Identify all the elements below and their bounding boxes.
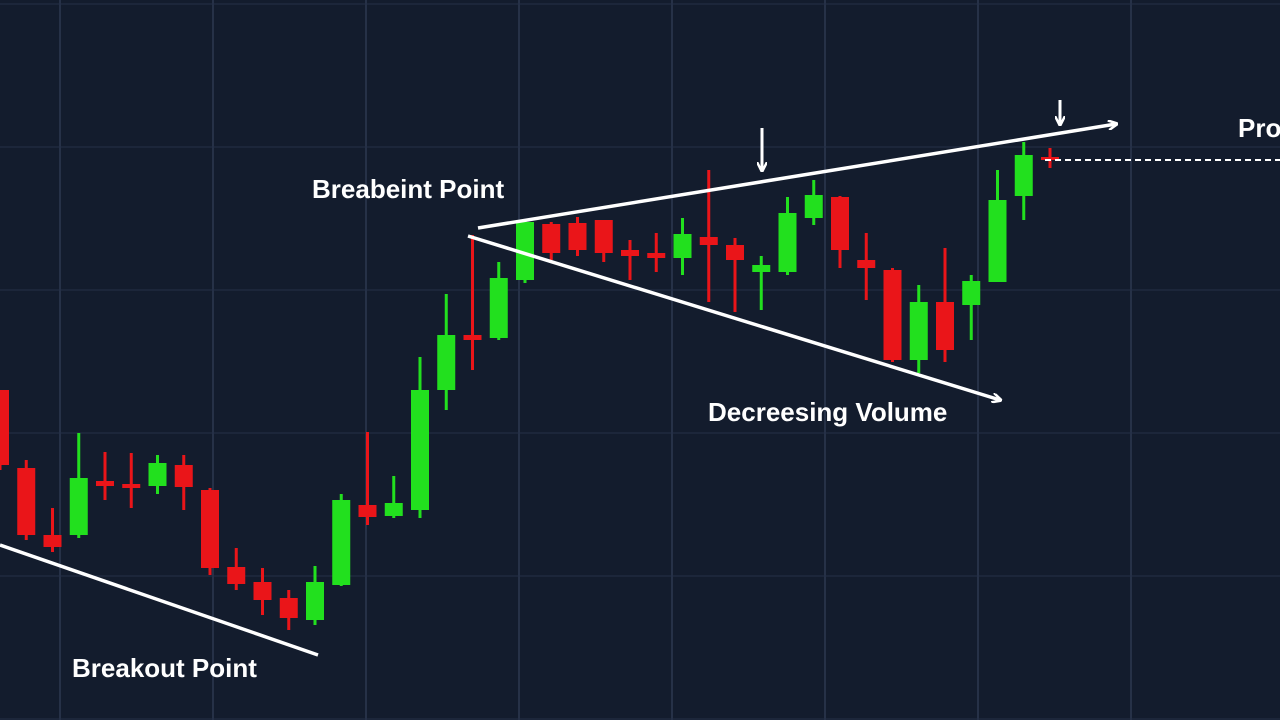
candle-body bbox=[332, 500, 351, 585]
candle-body bbox=[1041, 157, 1059, 160]
candle-body bbox=[594, 220, 613, 253]
candle-body bbox=[804, 195, 823, 218]
candle-body bbox=[437, 335, 456, 390]
candle-body bbox=[227, 567, 246, 584]
candle-body bbox=[148, 463, 167, 486]
annotation: Breakout Point bbox=[72, 653, 257, 683]
support-line bbox=[0, 543, 319, 657]
candle-body bbox=[69, 478, 88, 535]
candle-body bbox=[358, 505, 377, 517]
candle-body bbox=[17, 468, 36, 535]
candle-body bbox=[647, 253, 666, 258]
candle-body bbox=[463, 335, 482, 340]
annotation: Breabeint Point bbox=[312, 174, 504, 204]
candle-body bbox=[43, 535, 62, 547]
candle-body bbox=[0, 390, 9, 465]
trend-lines bbox=[0, 100, 1280, 657]
candle-body bbox=[831, 197, 849, 250]
candle-body bbox=[201, 490, 219, 568]
candle-body bbox=[568, 223, 587, 250]
candle-body bbox=[673, 234, 692, 258]
annotation: Pro bbox=[1238, 113, 1280, 143]
candle-body bbox=[726, 245, 744, 260]
candle-body bbox=[752, 265, 771, 272]
candle-body bbox=[621, 250, 639, 256]
upper-trend-line bbox=[477, 124, 1116, 230]
candle-body bbox=[384, 503, 403, 516]
candle-body bbox=[1014, 155, 1033, 196]
candle-body bbox=[279, 598, 298, 618]
candle-body bbox=[778, 213, 797, 272]
candle-body bbox=[516, 222, 534, 280]
candle-body bbox=[411, 390, 429, 510]
candle-body bbox=[962, 281, 981, 305]
candle-body bbox=[909, 302, 928, 360]
candle-body bbox=[96, 481, 114, 486]
candle-body bbox=[306, 582, 324, 620]
lower-trend-line bbox=[467, 234, 1000, 400]
candles bbox=[0, 142, 1059, 630]
candle-body bbox=[883, 270, 902, 360]
candle-body bbox=[699, 237, 718, 245]
candle-body bbox=[857, 260, 876, 268]
annotation: Decreesing Volume bbox=[708, 397, 947, 427]
candle-body bbox=[542, 224, 561, 253]
candle-body bbox=[174, 465, 193, 487]
candle-body bbox=[253, 582, 272, 600]
candle-body bbox=[988, 200, 1007, 282]
candle-body bbox=[489, 278, 508, 338]
candle-body bbox=[122, 484, 141, 488]
candle-body bbox=[936, 302, 954, 350]
